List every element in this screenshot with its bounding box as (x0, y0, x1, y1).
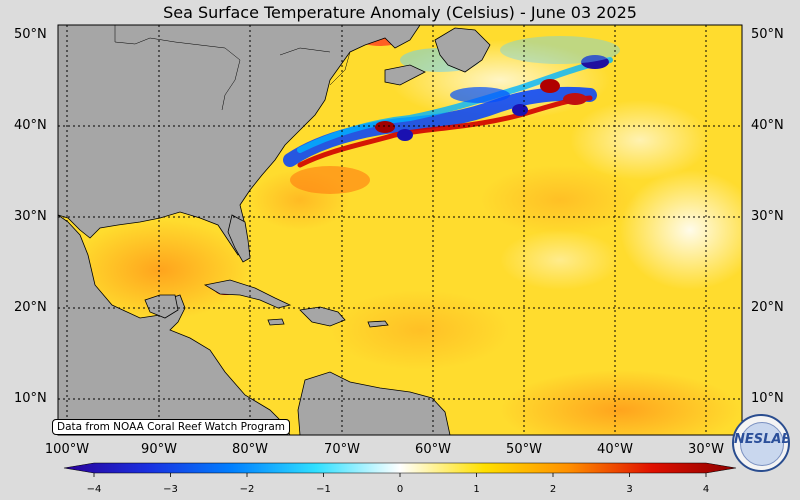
colorbar-tick-label: −1 (316, 484, 331, 495)
latitude-label: 30°N (14, 209, 47, 224)
globe-icon (740, 422, 784, 466)
latitude-label: 30°N (751, 209, 784, 224)
longitude-label: 100°W (44, 442, 90, 457)
map-frame (57, 24, 743, 436)
colorbar-tick-label: 0 (396, 484, 404, 495)
map-title: Sea Surface Temperature Anomaly (Celsius… (163, 3, 637, 22)
longitude-label: 30°W (688, 442, 724, 457)
longitude-label: 80°W (232, 442, 268, 457)
colorbar (63, 462, 737, 474)
latitude-label: 20°N (751, 300, 784, 315)
longitude-label: 40°W (597, 442, 633, 457)
latitude-label: 10°N (14, 391, 47, 406)
hot-anomaly-band (297, 95, 593, 168)
longitude-label: 90°W (141, 442, 177, 457)
longitude-label: 70°W (324, 442, 360, 457)
colorbar-tick-label: 1 (473, 484, 480, 495)
data-source-note: Data from NOAA Coral Reef Watch Program (52, 419, 290, 435)
colorbar-tick-label: 2 (549, 484, 557, 495)
land-masses (58, 25, 491, 435)
latitude-label: 20°N (14, 300, 47, 315)
latitude-label: 40°N (14, 118, 47, 133)
colorbar-tick-label: 4 (702, 484, 710, 495)
colorbar-tick-label: −4 (86, 484, 102, 495)
state-borders (114, 25, 351, 111)
cold-anomaly-band (283, 86, 597, 167)
neslab-logo-icon: NESLAB (732, 414, 790, 472)
latitude-label: 10°N (751, 391, 784, 406)
colorbar-tick-label: −3 (163, 484, 178, 495)
latitude-label: 40°N (751, 118, 784, 133)
latitude-label: 50°N (14, 27, 47, 42)
graticule (58, 25, 742, 435)
longitude-label: 50°W (506, 442, 542, 457)
longitude-label: 60°W (415, 442, 451, 457)
colorbar-tick-label: 3 (626, 484, 633, 495)
latitude-label: 50°N (751, 27, 784, 42)
logo-text: NESLAB (734, 432, 790, 447)
colorbar-tick-label: −2 (239, 484, 255, 495)
